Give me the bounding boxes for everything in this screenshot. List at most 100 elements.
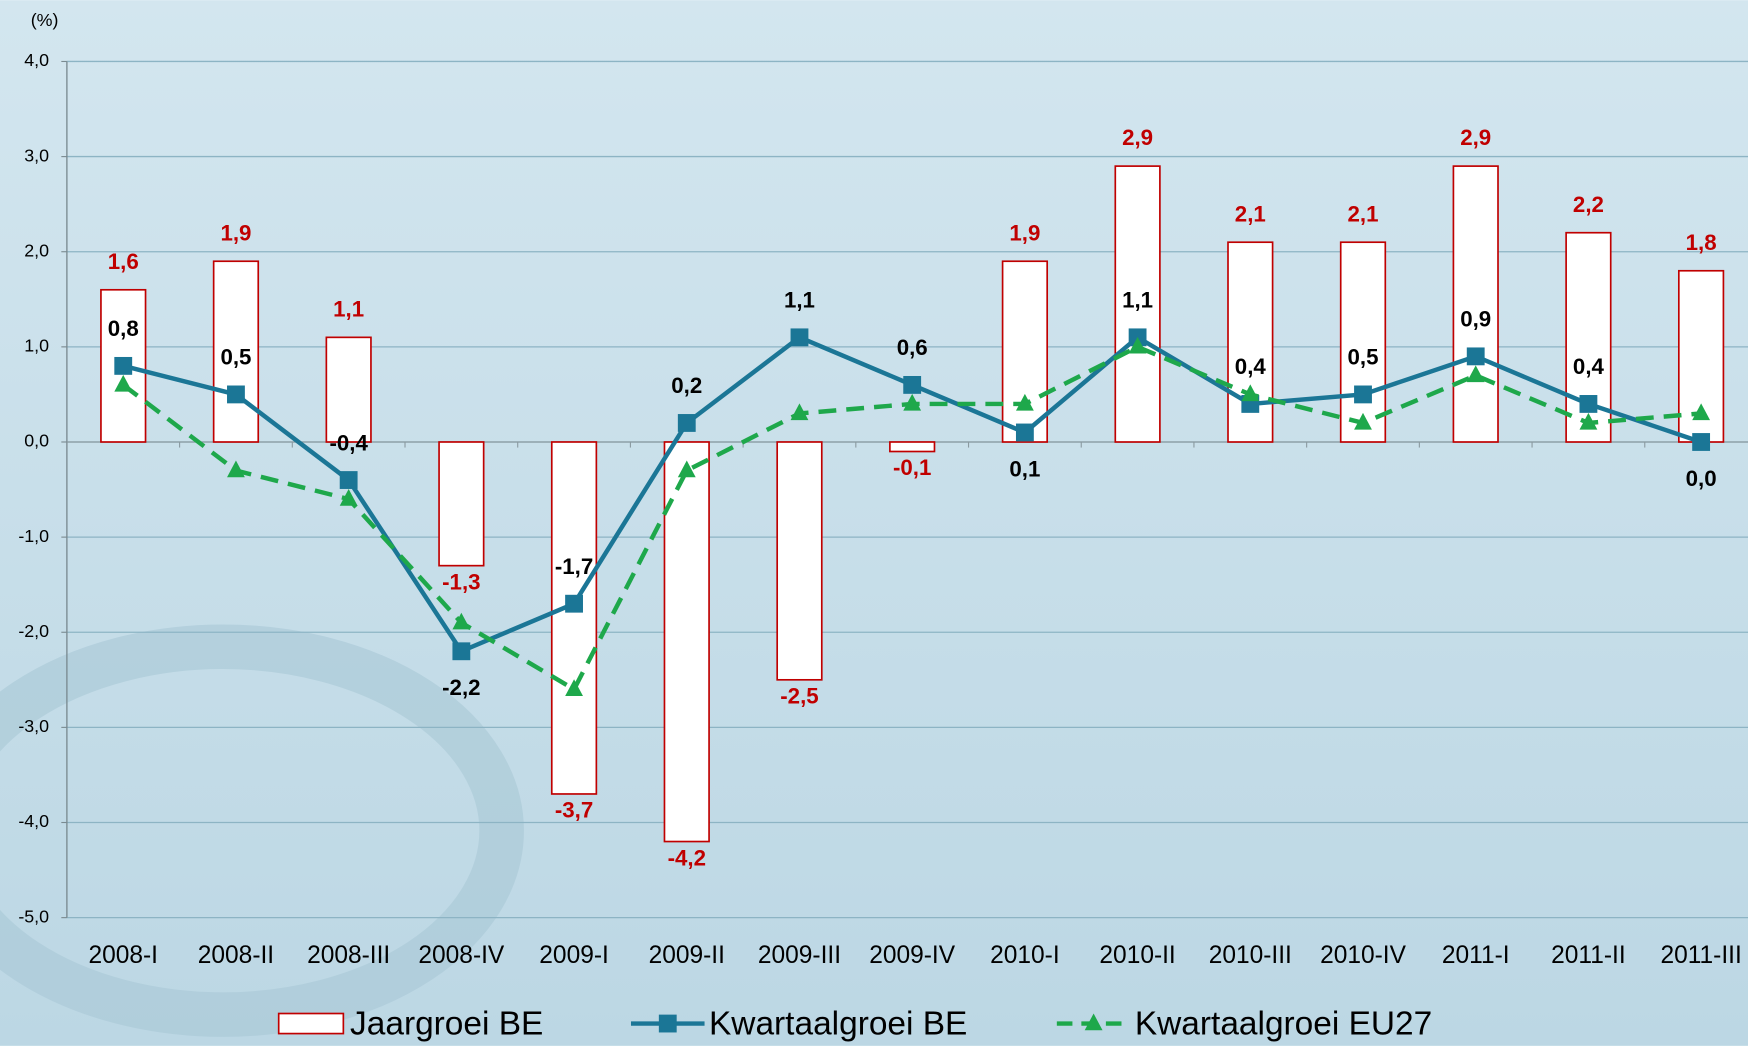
bar: [1114, 165, 1161, 443]
bar-value-label: 2,9: [1460, 125, 1491, 150]
y-tick-label: -4,0: [18, 811, 49, 831]
marker: [677, 414, 696, 432]
marker: [903, 393, 922, 411]
marker: [1579, 412, 1598, 430]
x-tick-label: 2009-III: [758, 942, 841, 969]
marker: [1241, 384, 1260, 402]
line-value-label: -0,4: [329, 430, 368, 455]
x-tick-label: 2009-II: [649, 942, 725, 969]
bar-value-label: -3,7: [555, 798, 593, 823]
bar: [663, 441, 710, 843]
bar-value-label: 2,1: [1348, 201, 1379, 226]
marker: [339, 471, 358, 489]
line-value-label: 1,1: [1122, 288, 1153, 313]
bar: [1339, 241, 1387, 443]
marker: [565, 679, 583, 697]
marker: [452, 612, 471, 630]
line-value-label: 0,0: [1686, 466, 1717, 491]
y-tick-label: -1,0: [18, 526, 49, 546]
marker: [1015, 423, 1034, 442]
marker: [1354, 412, 1372, 430]
marker: [1579, 395, 1598, 413]
bar: [1001, 260, 1049, 443]
y-tick-label: 3,0: [24, 145, 49, 165]
x-tick-label: 2011-III: [1660, 942, 1741, 969]
bar: [550, 441, 598, 795]
line-value-label: 0,5: [220, 345, 251, 370]
marker: [565, 594, 583, 613]
legend-swatch: [277, 1012, 345, 1035]
x-tick-label: 2009-IV: [869, 942, 956, 969]
line-value-label: 0,6: [897, 335, 928, 360]
line-value-label: 0,4: [1573, 354, 1605, 379]
y-tick-label: -5,0: [18, 906, 49, 926]
bar-value-label: 1,8: [1686, 230, 1717, 255]
x-tick-label: 2010-I: [990, 942, 1060, 969]
marker: [1354, 385, 1372, 404]
y-tick-label: 0,0: [24, 431, 49, 451]
y-tick-label: -3,0: [18, 716, 49, 736]
line-value-label: 0,1: [1009, 456, 1040, 481]
marker: [227, 385, 245, 404]
marker: [452, 642, 471, 661]
y-tick-label: -2,0: [18, 621, 49, 641]
marker: [677, 460, 696, 478]
bar: [1452, 165, 1499, 443]
bar-value-label: 2,2: [1573, 192, 1604, 217]
marker: [1128, 336, 1147, 354]
x-tick-label: 2008-III: [307, 942, 390, 969]
marker: [1466, 347, 1485, 366]
marker: [1692, 403, 1711, 421]
bar: [776, 441, 823, 681]
y-tick-label: 1,0: [24, 336, 49, 356]
legend-marker: [658, 1014, 677, 1033]
line-value-label: 1,1: [784, 288, 815, 313]
marker: [790, 328, 809, 347]
y-tick-label: 2,0: [24, 240, 49, 260]
marker: [1015, 393, 1034, 411]
legend-marker: [1084, 1013, 1103, 1031]
line-value-label: 0,4: [1235, 354, 1267, 379]
y-tick-label: 4,0: [24, 50, 49, 70]
x-tick-label: 2010-II: [1099, 942, 1175, 969]
marker: [790, 403, 809, 421]
bar-value-label: 2,1: [1235, 201, 1266, 226]
x-tick-label: 2009-I: [539, 942, 609, 969]
bar-value-label: -0,1: [893, 455, 931, 480]
legend-label: Jaargroei BE: [350, 1006, 543, 1043]
bar-value-label: -1,3: [442, 569, 480, 594]
bar-value-label: -2,5: [780, 684, 818, 709]
bar: [438, 441, 485, 567]
bar: [212, 260, 260, 443]
marker: [1692, 433, 1711, 451]
bar-value-label: 1,9: [220, 220, 251, 245]
x-tick-label: 2011-I: [1442, 942, 1510, 969]
x-tick-label: 2008-I: [88, 942, 158, 969]
line-value-label: -1,7: [555, 554, 593, 579]
line-value-label: 0,2: [671, 373, 702, 398]
x-tick-label: 2011-II: [1551, 942, 1626, 969]
bar: [889, 441, 936, 453]
legend-label: Kwartaalgroei EU27: [1135, 1006, 1432, 1043]
line-value-label: 0,5: [1348, 345, 1379, 370]
marker: [903, 375, 922, 394]
x-tick-label: 2008-IV: [418, 942, 505, 969]
line-value-label: 0,9: [1460, 307, 1491, 332]
line-value-label: -2,2: [442, 675, 480, 700]
legend-label: Kwartaalgroei BE: [709, 1006, 967, 1043]
line-value-label: 0,8: [108, 316, 139, 341]
bar-value-label: 1,6: [108, 249, 139, 274]
x-tick-label: 2008-II: [198, 942, 274, 969]
marker: [1466, 365, 1485, 383]
marker: [114, 356, 133, 375]
x-tick-label: 2010-III: [1209, 942, 1292, 969]
bar-value-label: 1,9: [1009, 220, 1040, 245]
bar-value-label: 1,1: [333, 296, 364, 321]
marker: [227, 460, 245, 478]
bar: [325, 336, 372, 443]
x-tick-label: 2010-IV: [1320, 942, 1407, 969]
bar-value-label: -4,2: [668, 845, 706, 870]
y-axis-label: (%): [31, 10, 59, 30]
